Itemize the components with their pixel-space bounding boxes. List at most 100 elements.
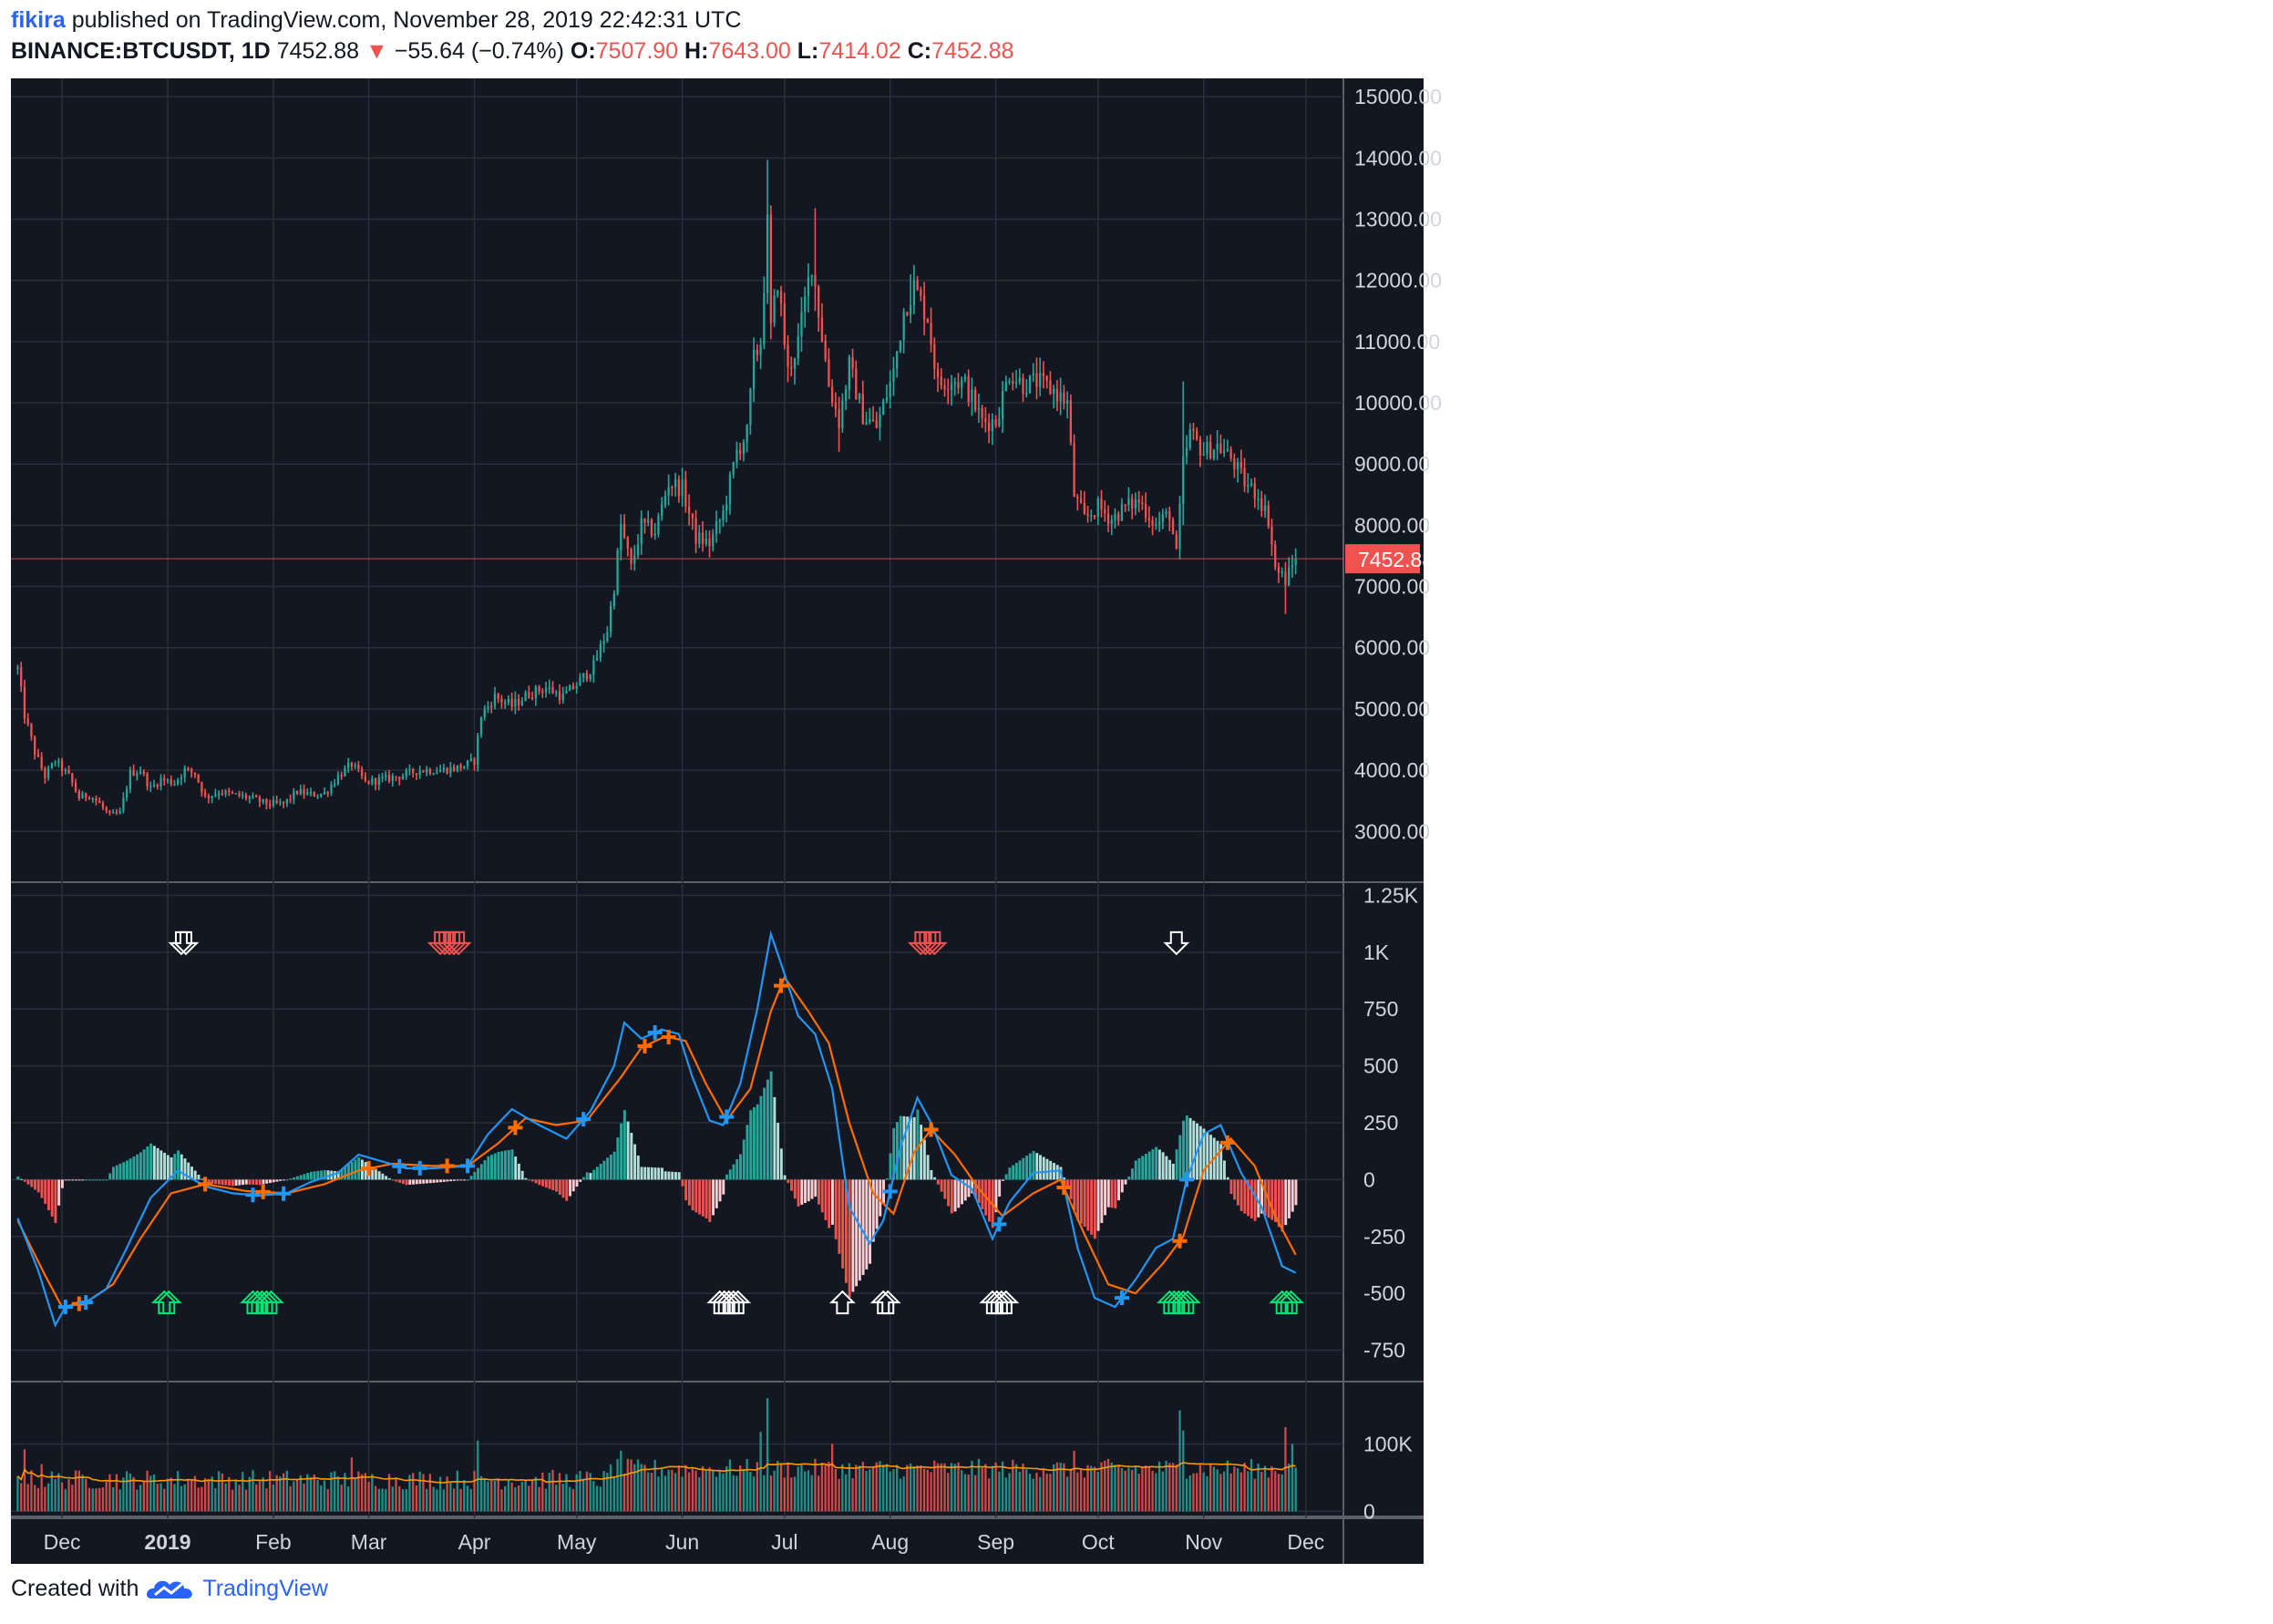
tradingview-brand[interactable]: TradingView (202, 1575, 328, 1601)
candle-body (1250, 483, 1253, 485)
candle-body (238, 793, 241, 797)
histogram-bar (912, 1116, 916, 1180)
histogram-bar (1025, 1156, 1029, 1180)
histogram-bar (1131, 1168, 1134, 1180)
volume-bar (1236, 1468, 1239, 1512)
candle-body (36, 754, 40, 757)
volume-bar (293, 1481, 295, 1512)
signal-markers (57, 930, 1305, 1315)
candle-body (1294, 559, 1297, 565)
histogram-bar (377, 1171, 381, 1180)
candle-body (258, 797, 262, 803)
volume-bar (974, 1475, 977, 1512)
candle-body (340, 775, 343, 777)
candle-body (459, 765, 462, 769)
volume-bar (920, 1465, 922, 1512)
price-axis-label: 13000.00 (1354, 208, 1442, 231)
close-label: C: (907, 38, 932, 64)
histogram-bar (456, 1179, 459, 1181)
volume-bar (1147, 1467, 1151, 1512)
up-arrow-signal-icon (155, 1290, 182, 1315)
candle-body (285, 798, 289, 804)
candle-body (994, 419, 997, 427)
histogram-bar (64, 1179, 67, 1181)
volume-bar (1035, 1472, 1038, 1512)
crossover-plus-icon (276, 1186, 292, 1201)
candle-body (1008, 380, 1011, 383)
histogram-bar (340, 1168, 344, 1180)
histogram-bar (306, 1173, 310, 1180)
author-link[interactable]: fikira (11, 7, 66, 33)
x-axis-tick-label: Nov (1185, 1530, 1222, 1554)
volume-bar (1131, 1469, 1134, 1512)
volume-bar (1260, 1472, 1263, 1512)
symbol-name[interactable]: BINANCE:BTCUSDT, 1D (11, 38, 271, 64)
volume-bar (112, 1486, 115, 1512)
macd-axis-label: -250 (1363, 1225, 1405, 1249)
histogram-bar (405, 1179, 408, 1186)
volume-bar (1117, 1465, 1120, 1512)
histogram-bar (101, 1179, 105, 1181)
candle-body (595, 657, 599, 661)
histogram-bar (426, 1179, 428, 1184)
volume-bar (763, 1475, 766, 1512)
histogram-bar (551, 1179, 555, 1191)
volume-bar (981, 1467, 983, 1512)
histogram-bar (398, 1179, 402, 1183)
histogram-bar (87, 1179, 91, 1181)
volume-bar (612, 1476, 615, 1512)
histogram-bar (1049, 1160, 1053, 1180)
volume-bar (98, 1487, 101, 1512)
histogram-bar (869, 1179, 872, 1264)
volume-pane (16, 1398, 1297, 1512)
candle-body (54, 762, 57, 765)
volume-bar (616, 1459, 619, 1512)
histogram-bar (834, 1179, 838, 1239)
volume-bar (671, 1469, 674, 1512)
volume-bar (146, 1470, 149, 1512)
candle-body (769, 214, 772, 324)
histogram-bar (1192, 1120, 1196, 1180)
candle-body (681, 479, 684, 497)
candle-body (214, 794, 217, 797)
histogram-bar (671, 1171, 674, 1180)
histogram-bar (275, 1179, 279, 1182)
histogram-bar (687, 1179, 691, 1206)
volume-bar (1028, 1474, 1032, 1512)
candle-body (142, 771, 145, 775)
histogram-bar (207, 1179, 211, 1184)
candle-body (1137, 499, 1140, 503)
histogram-bar (228, 1179, 231, 1186)
macd-axis-label: -500 (1363, 1281, 1405, 1305)
candle-body (1219, 444, 1222, 454)
candle-body (1065, 400, 1069, 404)
volume-bar (947, 1473, 950, 1512)
candle-body (401, 776, 405, 780)
candle-body (1053, 388, 1055, 395)
volume-bar (1039, 1476, 1042, 1512)
volume-bar (926, 1469, 929, 1512)
histogram-bar (1090, 1179, 1094, 1235)
candle-body (1226, 448, 1229, 451)
histogram-bar (323, 1169, 326, 1180)
x-axis-tick-label: May (557, 1530, 597, 1554)
volume-bar (95, 1488, 98, 1512)
candle-body (1222, 450, 1226, 454)
volume-bar (381, 1488, 384, 1512)
volume-bar (473, 1470, 476, 1512)
down-arrow-signal-icon (1163, 930, 1190, 956)
volume-bar (252, 1470, 254, 1512)
volume-bar (459, 1488, 462, 1512)
histogram-bar (81, 1179, 85, 1181)
candle-body (44, 768, 46, 778)
crossover-plus-icon (255, 1184, 271, 1199)
created-with-text: Created with (11, 1575, 139, 1601)
candle-body (272, 800, 275, 806)
candle-body (712, 533, 715, 547)
histogram-bar (538, 1179, 541, 1186)
candle-body (1063, 392, 1065, 404)
volume-bar (504, 1485, 507, 1512)
symbol-legend: BINANCE:BTCUSDT, 1D 7452.88 ▼ −55.64 (−0… (11, 38, 1013, 65)
volume-bar (422, 1474, 425, 1512)
